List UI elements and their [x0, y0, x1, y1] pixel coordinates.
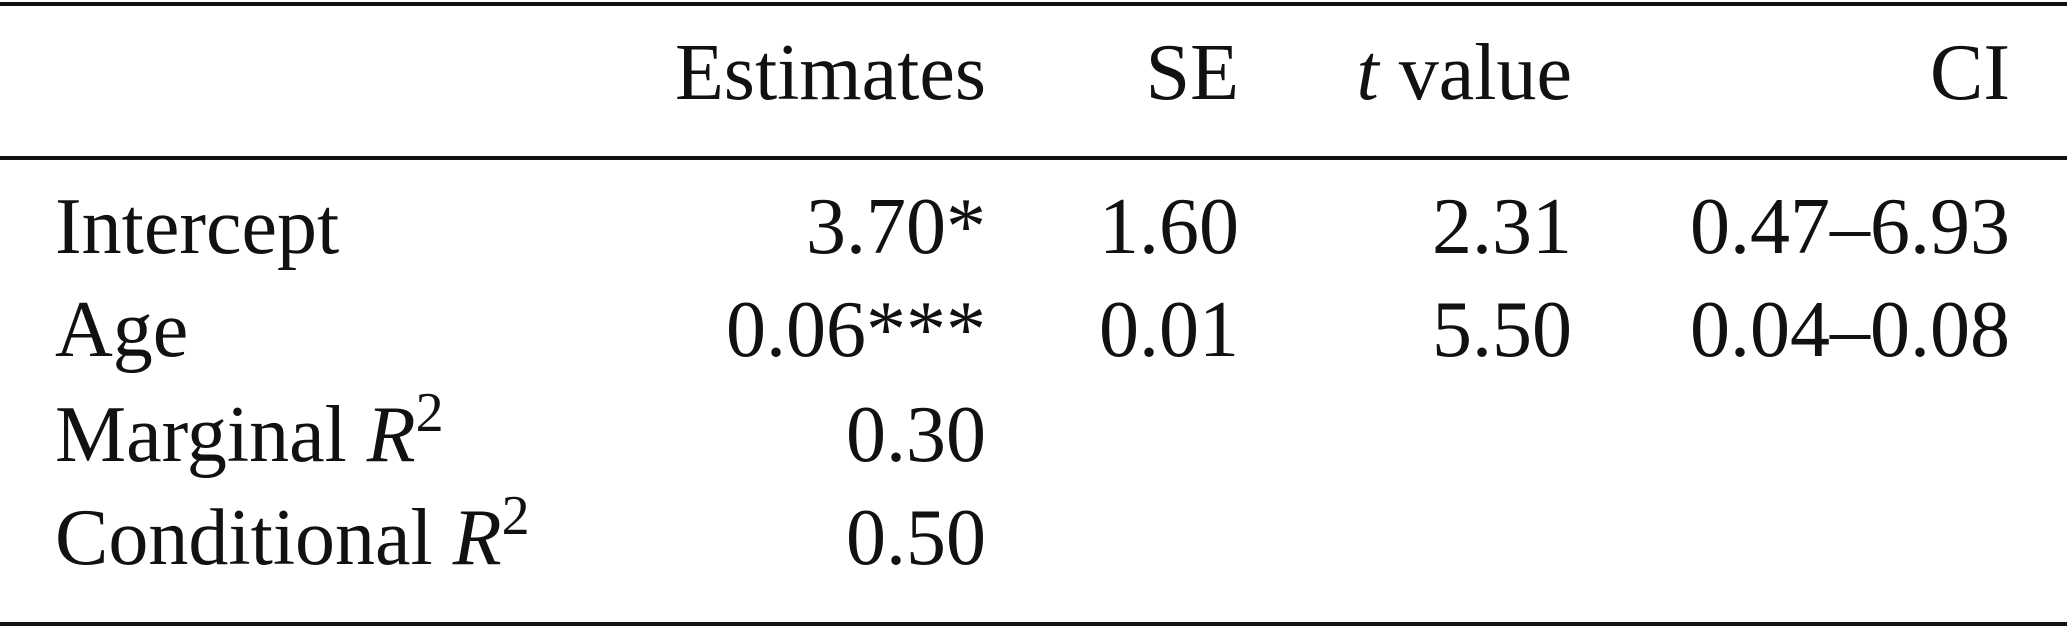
cell: 0.01	[1099, 286, 1239, 374]
row-label-superscript: 2	[502, 485, 530, 547]
column-header-italic: t	[1357, 29, 1381, 117]
row-label: Conditional R2	[55, 485, 530, 582]
column-header: Estimates	[675, 29, 986, 117]
column-header-text: CI	[1930, 29, 2010, 117]
cell: 0.50	[846, 494, 986, 582]
column-header-text: SE	[1146, 29, 1239, 117]
cell: 5.50	[1432, 286, 1572, 374]
row-label-superscript: 2	[416, 382, 444, 444]
row-label-text: Intercept	[55, 183, 339, 271]
cell: 0.06***	[726, 286, 986, 374]
column-header-text: value	[1379, 29, 1572, 117]
cell: 0.47–6.93	[1690, 183, 2010, 271]
row-label-italic: R	[366, 391, 416, 479]
row-label-text: Conditional	[55, 494, 453, 582]
column-header: t value	[1357, 29, 1572, 117]
row-label-text: Age	[55, 286, 188, 374]
cell: 3.70*	[806, 183, 986, 271]
cell: 0.30	[846, 391, 986, 479]
cell: 0.04–0.08	[1690, 286, 2010, 374]
column-header: SE	[1146, 29, 1239, 117]
row-label-italic: R	[452, 494, 502, 582]
row-label: Age	[55, 286, 188, 374]
cell: 2.31	[1432, 183, 1572, 271]
column-header-text: Estimates	[675, 29, 986, 117]
row-label-text: Marginal	[55, 391, 367, 479]
column-header: CI	[1930, 29, 2010, 117]
cell: 1.60	[1099, 183, 1239, 271]
row-label: Intercept	[55, 183, 339, 271]
row-label: Marginal R2	[55, 382, 444, 479]
